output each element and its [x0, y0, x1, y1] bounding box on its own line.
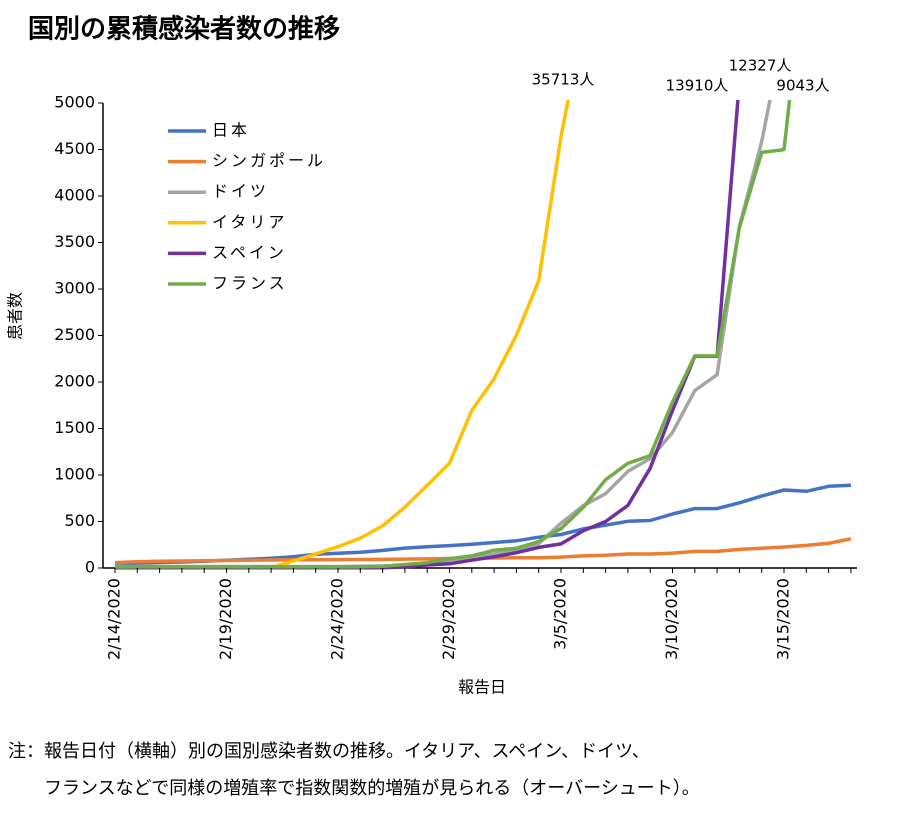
legend-label: フランス	[212, 274, 288, 293]
legend-label: 日本	[212, 121, 250, 140]
y-tick-label: 2500	[54, 325, 95, 344]
x-axis-label: 報告日	[458, 678, 506, 697]
plot-area	[114, 100, 852, 570]
note-line: フランスなどで同様の増殖率で指数関数的増殖が見られる（オーバーシュート）。	[44, 777, 700, 799]
x-tick-label: 3/5/2020	[551, 578, 570, 650]
y-tick-label: 5000	[54, 93, 95, 112]
note-line: 注：報告日付（横軸）別の国別感染者数の推移。イタリア、スペイン、ドイツ、	[8, 741, 650, 762]
y-tick-label: 1000	[54, 465, 95, 484]
y-tick-label: 4500	[54, 139, 95, 158]
chart-title: 国別の累積感染者数の推移	[28, 15, 340, 45]
annotation: 35713人	[532, 71, 595, 89]
legend-label: ドイツ	[212, 182, 269, 201]
legend-label: イタリア	[212, 212, 287, 231]
annotation: 13910人	[666, 77, 729, 95]
annotation: 12327人	[729, 57, 792, 75]
y-tick-label: 3000	[54, 279, 95, 298]
y-tick-label: 4000	[54, 186, 95, 205]
x-tick-label: 2/14/2020	[105, 578, 124, 660]
y-tick-label: 500	[64, 511, 95, 530]
x-tick-label: 2/19/2020	[216, 578, 235, 660]
y-tick-label: 0	[85, 558, 95, 577]
x-tick-label: 3/15/2020	[774, 578, 793, 660]
legend-label: シンガポール	[212, 151, 326, 170]
y-tick-label: 2000	[54, 372, 95, 391]
legend-label: スペイン	[212, 243, 287, 262]
x-tick-label: 2/24/2020	[328, 578, 347, 660]
y-axis-label: 患者数	[6, 292, 25, 340]
x-tick-label: 3/10/2020	[662, 578, 681, 660]
y-tick-label: 1500	[54, 418, 95, 437]
y-tick-label: 3500	[54, 232, 95, 251]
x-tick-label: 2/29/2020	[439, 578, 458, 660]
series-line	[114, 100, 792, 569]
annotation: 9043人	[776, 77, 829, 95]
